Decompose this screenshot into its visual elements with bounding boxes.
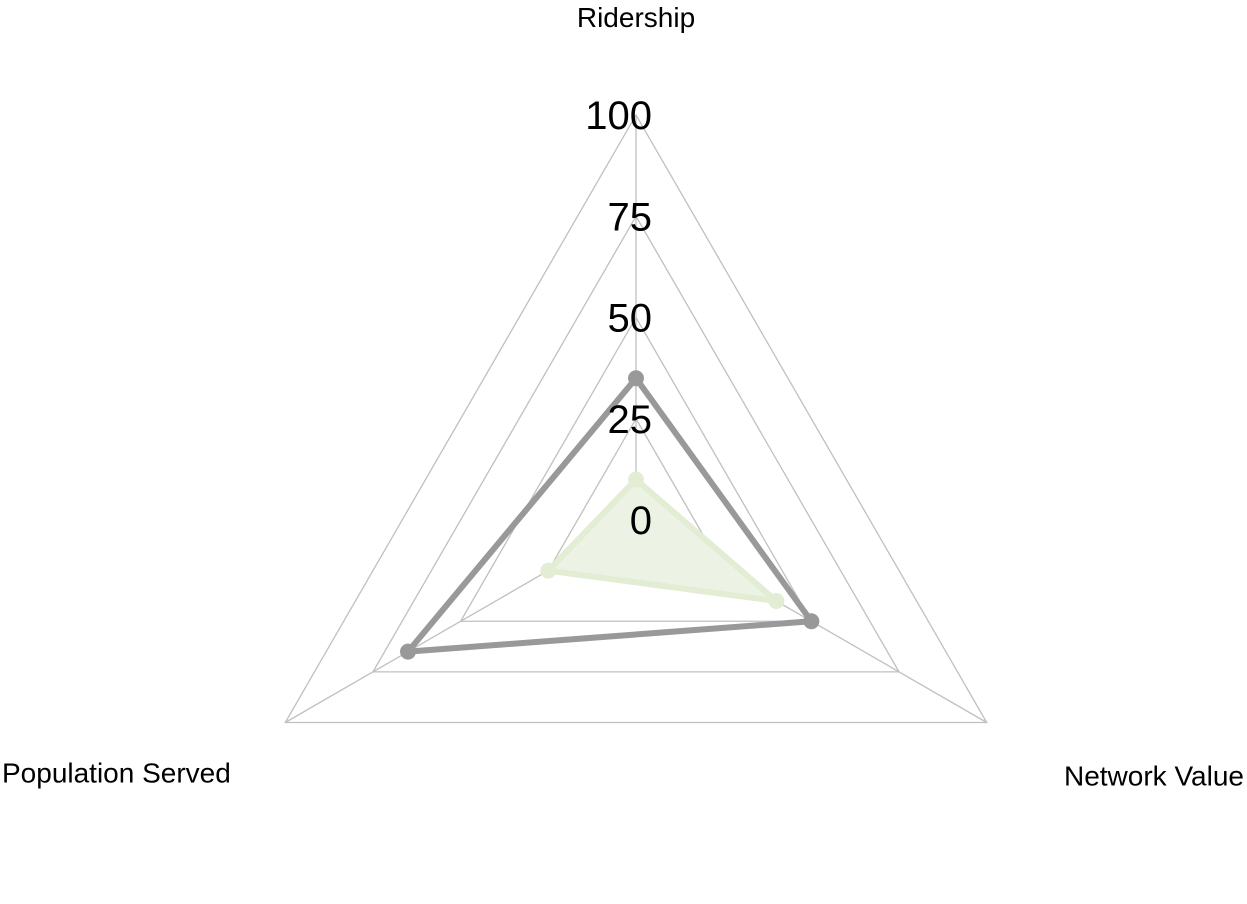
tick-labels: 0 25 50 75 100	[585, 94, 652, 543]
axis-label-population-served: Population Served	[2, 758, 231, 789]
axis-label-network-value: Network Value	[1064, 761, 1244, 792]
tick-label-50: 50	[608, 297, 653, 341]
tick-label-0: 0	[630, 499, 652, 543]
axis-label-ridership: Ridership	[577, 2, 695, 33]
series-2	[540, 471, 785, 609]
series-2-point-network-value	[768, 593, 785, 609]
series-1-point-network-value	[803, 613, 820, 630]
series-1-shape	[405, 375, 815, 655]
series-1-point-ridership	[628, 370, 644, 387]
grid-ring-100	[284, 113, 988, 724]
tick-label-75: 75	[608, 195, 653, 239]
series-1	[400, 370, 820, 660]
series-2-point-population-served	[540, 562, 557, 579]
series-2-point-ridership	[628, 471, 644, 488]
grid-ring-50	[459, 316, 813, 622]
series-layer	[400, 370, 820, 660]
series-2-shape	[545, 476, 780, 604]
tick-label-100: 100	[585, 94, 652, 138]
axis-labels: Ridership Network Value Population Served	[2, 2, 1244, 792]
grid-ring-75	[371, 214, 901, 673]
series-1-point-population-served	[400, 643, 417, 660]
tick-label-25: 25	[608, 398, 653, 442]
